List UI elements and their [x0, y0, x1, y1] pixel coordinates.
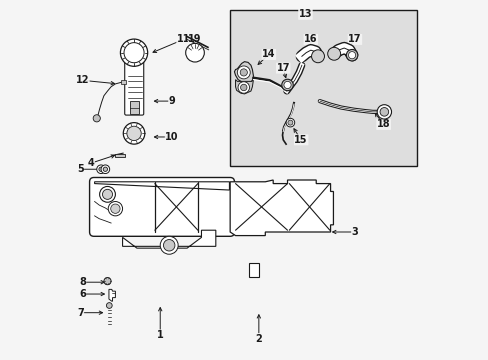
Polygon shape [122, 230, 215, 248]
Bar [230, 10, 416, 166]
Circle shape [93, 115, 100, 122]
Circle shape [99, 167, 103, 171]
Circle shape [346, 49, 357, 61]
Bar [121, 80, 126, 84]
Bar [115, 154, 125, 157]
Text: 15: 15 [294, 135, 307, 145]
Circle shape [103, 167, 107, 171]
Text: 17: 17 [347, 35, 361, 44]
Text: 3: 3 [351, 227, 358, 237]
Text: 2: 2 [255, 333, 262, 343]
Polygon shape [230, 180, 333, 235]
Bar [248, 263, 258, 277]
Circle shape [97, 165, 105, 174]
Circle shape [123, 123, 144, 144]
Circle shape [311, 50, 324, 63]
Circle shape [284, 81, 290, 89]
Circle shape [106, 303, 112, 309]
Circle shape [379, 108, 388, 116]
Bar [61, 0, 230, 360]
Circle shape [238, 82, 249, 93]
Text: 1: 1 [157, 330, 163, 340]
Circle shape [104, 278, 111, 285]
Circle shape [120, 39, 147, 66]
Text: 4: 4 [87, 158, 94, 168]
Circle shape [240, 69, 247, 76]
Text: 8: 8 [79, 277, 86, 287]
Circle shape [287, 120, 292, 125]
Circle shape [101, 165, 109, 174]
Text: 6: 6 [79, 289, 85, 299]
Polygon shape [234, 62, 253, 84]
FancyBboxPatch shape [124, 60, 143, 115]
Text: 7: 7 [77, 308, 83, 318]
Text: 18: 18 [376, 120, 389, 129]
FancyBboxPatch shape [89, 177, 234, 236]
Circle shape [124, 42, 144, 63]
Circle shape [327, 47, 340, 60]
Text: 5: 5 [77, 164, 83, 174]
Text: 19: 19 [188, 35, 202, 44]
Circle shape [110, 204, 120, 213]
Text: 9: 9 [168, 96, 175, 106]
Text: 17: 17 [276, 63, 289, 73]
Polygon shape [94, 182, 229, 190]
Circle shape [285, 118, 294, 127]
Text: 10: 10 [165, 132, 179, 142]
Text: 11: 11 [177, 35, 190, 44]
Polygon shape [109, 289, 115, 301]
Polygon shape [92, 184, 124, 230]
Circle shape [348, 51, 355, 59]
Circle shape [160, 236, 178, 254]
Circle shape [108, 202, 122, 216]
Circle shape [100, 186, 115, 202]
Circle shape [240, 84, 246, 91]
Circle shape [163, 239, 175, 251]
Text: 14: 14 [262, 49, 275, 59]
Circle shape [376, 105, 391, 119]
Bar [129, 101, 139, 114]
Circle shape [102, 189, 112, 199]
Text: 16: 16 [304, 35, 317, 44]
Polygon shape [235, 80, 253, 94]
Text: 12: 12 [76, 75, 89, 85]
Circle shape [185, 43, 204, 62]
Circle shape [281, 79, 293, 91]
Text: 13: 13 [298, 9, 311, 19]
Circle shape [126, 126, 141, 140]
Circle shape [237, 66, 250, 79]
